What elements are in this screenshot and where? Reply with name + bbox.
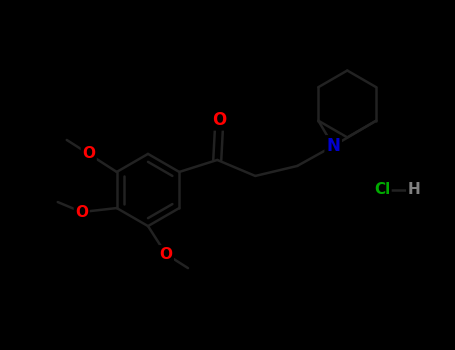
Text: O: O — [75, 204, 88, 219]
Text: O: O — [82, 146, 95, 161]
Text: N: N — [326, 137, 340, 155]
Text: Cl: Cl — [374, 182, 390, 197]
Text: N: N — [326, 137, 340, 155]
Text: O: O — [160, 247, 172, 261]
Text: O: O — [212, 111, 227, 129]
Text: H: H — [408, 182, 420, 197]
